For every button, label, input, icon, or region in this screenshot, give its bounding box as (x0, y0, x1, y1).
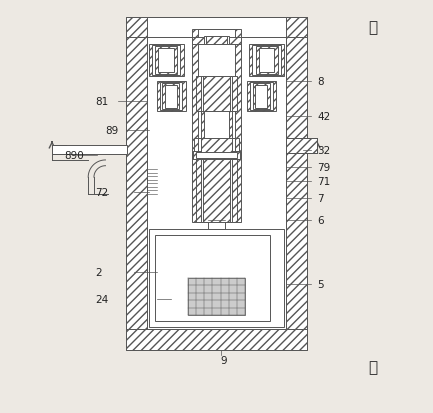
Bar (158, 49, 174, 73)
Bar (204, 77, 229, 112)
Text: 32: 32 (317, 146, 330, 156)
Bar (192, 152, 241, 159)
Bar (188, 278, 245, 315)
Bar (249, 45, 284, 77)
Bar (162, 84, 180, 110)
Bar (253, 84, 270, 110)
Bar (198, 30, 235, 223)
Bar (286, 38, 307, 330)
Bar (149, 229, 284, 328)
Bar (196, 149, 237, 223)
Text: 81: 81 (95, 97, 108, 107)
Bar (201, 149, 232, 223)
Text: 2: 2 (95, 267, 102, 277)
Bar (147, 18, 286, 38)
Bar (155, 47, 178, 74)
Bar (204, 37, 229, 45)
Bar (201, 112, 232, 139)
Bar (198, 139, 235, 153)
Bar (192, 30, 241, 223)
Bar (206, 37, 227, 45)
Bar (204, 149, 229, 223)
Bar (149, 45, 184, 77)
Bar (255, 85, 268, 109)
Text: 5: 5 (317, 280, 324, 290)
Text: 7: 7 (317, 193, 324, 203)
Bar (160, 83, 182, 111)
Bar (165, 85, 177, 109)
Text: 42: 42 (317, 111, 330, 121)
Text: 89: 89 (106, 126, 119, 135)
Bar (157, 81, 186, 112)
Bar (259, 49, 275, 73)
Bar (201, 77, 232, 112)
Bar (252, 46, 281, 76)
Bar (194, 139, 239, 153)
Text: 890: 890 (65, 150, 84, 160)
Bar (201, 139, 232, 153)
Bar (255, 47, 278, 74)
Text: 6: 6 (317, 216, 324, 226)
Bar (196, 77, 237, 112)
Bar (126, 38, 147, 330)
Bar (155, 235, 270, 321)
Text: 9: 9 (220, 355, 227, 366)
Bar (152, 46, 180, 76)
Text: 前: 前 (368, 359, 377, 374)
Bar (247, 81, 276, 112)
Bar (52, 145, 127, 154)
Bar (192, 38, 241, 45)
Bar (286, 139, 317, 153)
Bar (250, 83, 273, 111)
Bar (196, 153, 237, 159)
Bar (208, 221, 225, 229)
Bar (147, 38, 286, 330)
Bar (126, 18, 307, 350)
Text: 8: 8 (317, 76, 324, 86)
Bar (126, 18, 307, 38)
Bar (193, 152, 240, 159)
Text: 后: 后 (368, 21, 377, 36)
Text: 71: 71 (317, 177, 330, 187)
Text: 79: 79 (317, 163, 330, 173)
Text: 72: 72 (95, 187, 108, 197)
Bar (204, 112, 229, 139)
Text: 24: 24 (95, 294, 108, 304)
Bar (126, 330, 307, 350)
